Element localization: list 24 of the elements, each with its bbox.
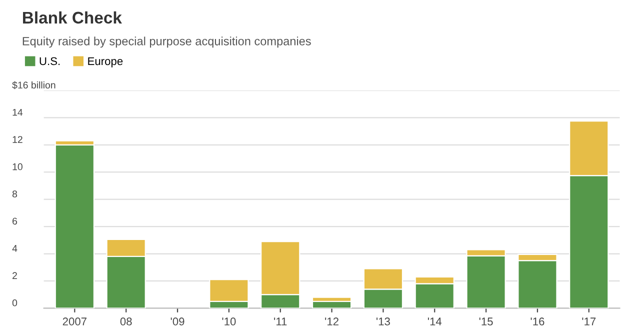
y-tick-label: 12: [12, 136, 22, 143]
y-tick-label: 10: [12, 163, 22, 170]
x-tick-label: 08: [120, 318, 132, 326]
x-tick-label: '15: [479, 318, 493, 326]
x-tick-label: '14: [428, 318, 442, 326]
x-tick-label: '09: [170, 318, 184, 326]
legend-label: U.S.: [40, 57, 60, 66]
y-tick-label: 2: [12, 272, 17, 279]
chart-subtitle: Equity raised by special purpose acquisition companies: [22, 36, 311, 48]
x-tick-label: '10: [222, 318, 236, 326]
legend-label: Europe: [88, 57, 123, 68]
y-tick-label: 4: [12, 245, 18, 252]
y-tick-label: 14: [12, 108, 23, 116]
x-tick-label: '17: [582, 318, 596, 326]
y-tick-label: 0: [12, 299, 18, 306]
x-tick-label: 2007: [62, 318, 86, 326]
y-tick-label: $16 billion: [12, 81, 56, 90]
y-tick-label: 8: [12, 190, 18, 198]
y-tick-label: 6: [12, 218, 18, 225]
chart-title: Blank Check: [23, 11, 122, 24]
x-tick-label: '16: [530, 318, 544, 326]
x-tick-label: '13: [376, 318, 390, 326]
x-tick-label: '12: [325, 318, 338, 326]
x-tick-label: '11: [274, 318, 287, 326]
